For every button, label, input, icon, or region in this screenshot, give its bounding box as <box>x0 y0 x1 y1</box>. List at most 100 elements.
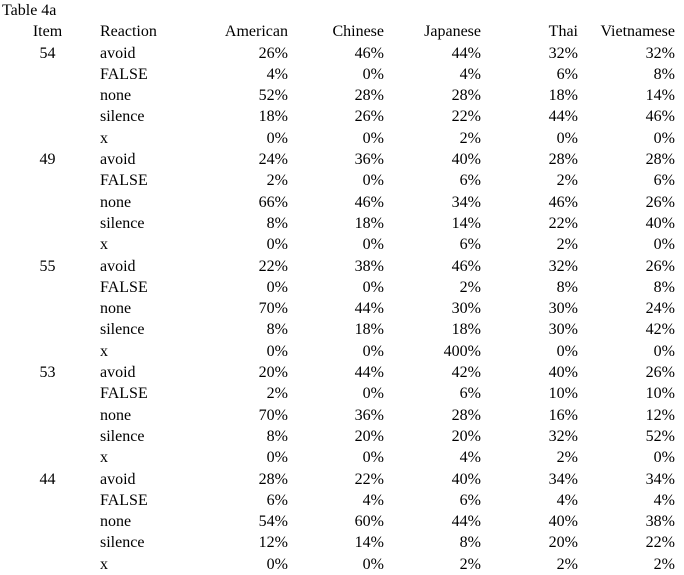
value-cell: 44% <box>354 364 384 382</box>
value-cell: 2% <box>459 129 481 147</box>
value-cell: 12% <box>645 406 675 424</box>
value-cell: 0% <box>266 129 288 147</box>
value-cell: 18% <box>451 321 481 339</box>
value-cell: 0% <box>266 236 288 254</box>
value-cell: 28% <box>451 406 481 424</box>
reaction-cell: avoid <box>100 257 136 275</box>
reaction-cell: none <box>100 193 132 211</box>
value-cell: 0% <box>653 129 675 147</box>
value-cell: 24% <box>258 151 288 169</box>
item-cell <box>0 277 95 298</box>
item-cell <box>0 192 95 213</box>
table-row: 54 avoid 26% 46% 44% 32% 32% <box>0 43 677 64</box>
value-cell: 36% <box>354 151 384 169</box>
item-cell <box>0 490 95 511</box>
table-row: FALSE 0% 0% 2% 8% 8% <box>0 277 677 298</box>
reaction-cell: none <box>100 300 132 318</box>
item-cell: 44 <box>39 470 56 488</box>
value-cell: 22% <box>258 257 288 275</box>
table-row: FALSE 2% 0% 6% 10% 10% <box>0 383 677 404</box>
reaction-cell: avoid <box>100 364 136 382</box>
reaction-cell: none <box>100 513 132 531</box>
value-cell: 28% <box>451 87 481 105</box>
col-header-thai: Thai <box>548 23 578 41</box>
value-cell: 46% <box>548 193 578 211</box>
value-cell: 52% <box>258 87 288 105</box>
value-cell: 42% <box>645 321 675 339</box>
item-cell <box>0 319 95 340</box>
value-cell: 0% <box>362 236 384 254</box>
value-cell: 0% <box>362 555 384 573</box>
reaction-cell: none <box>100 87 132 105</box>
table-row: none 70% 44% 30% 30% 24% <box>0 298 677 319</box>
value-cell: 0% <box>266 449 288 467</box>
value-cell: 32% <box>548 257 578 275</box>
table-row: 55 avoid 22% 38% 46% 32% 26% <box>0 256 677 277</box>
value-cell: 16% <box>548 406 578 424</box>
value-cell: 28% <box>258 470 288 488</box>
reaction-cell: avoid <box>100 44 136 62</box>
table-row: silence 12% 14% 8% 20% 22% <box>0 532 677 553</box>
value-cell: 40% <box>451 470 481 488</box>
item-cell <box>0 554 95 575</box>
item-cell <box>0 426 95 447</box>
value-cell: 30% <box>548 300 578 318</box>
table-row: 44 avoid 28% 22% 40% 34% 34% <box>0 469 677 490</box>
value-cell: 22% <box>451 108 481 126</box>
table-row: x 0% 0% 4% 2% 0% <box>0 447 677 468</box>
value-cell: 34% <box>548 470 578 488</box>
value-cell: 6% <box>459 491 481 509</box>
value-cell: 46% <box>354 193 384 211</box>
value-cell: 0% <box>653 449 675 467</box>
reaction-cell: x <box>100 342 108 360</box>
value-cell: 14% <box>354 534 384 552</box>
value-cell: 8% <box>266 427 288 445</box>
item-cell <box>0 170 95 191</box>
value-cell: 18% <box>354 321 384 339</box>
value-cell: 40% <box>645 214 675 232</box>
item-cell <box>0 298 95 319</box>
table-row: x 0% 0% 6% 2% 0% <box>0 234 677 255</box>
value-cell: 22% <box>548 214 578 232</box>
value-cell: 14% <box>645 87 675 105</box>
item-cell <box>0 234 95 255</box>
value-cell: 46% <box>645 108 675 126</box>
value-cell: 6% <box>459 236 481 254</box>
value-cell: 30% <box>548 321 578 339</box>
item-cell: 55 <box>39 257 56 275</box>
value-cell: 8% <box>266 214 288 232</box>
value-cell: 30% <box>451 300 481 318</box>
item-cell: 49 <box>39 151 56 169</box>
value-cell: 28% <box>354 87 384 105</box>
value-cell: 0% <box>362 449 384 467</box>
table-row: none 70% 36% 28% 16% 12% <box>0 405 677 426</box>
value-cell: 4% <box>653 491 675 509</box>
reaction-cell: avoid <box>100 470 136 488</box>
value-cell: 32% <box>548 44 578 62</box>
value-cell: 70% <box>258 300 288 318</box>
value-cell: 20% <box>451 427 481 445</box>
value-cell: 10% <box>645 385 675 403</box>
value-cell: 4% <box>459 65 481 83</box>
item-cell: 54 <box>39 44 56 62</box>
table-row: silence 8% 18% 14% 22% 40% <box>0 213 677 234</box>
value-cell: 46% <box>354 44 384 62</box>
table-row: none 52% 28% 28% 18% 14% <box>0 85 677 106</box>
table-row: silence 8% 20% 20% 32% 52% <box>0 426 677 447</box>
reaction-cell: avoid <box>100 151 136 169</box>
value-cell: 6% <box>266 491 288 509</box>
reaction-cell: x <box>100 555 108 573</box>
value-cell: 22% <box>645 534 675 552</box>
value-cell: 0% <box>266 342 288 360</box>
table-row: FALSE 6% 4% 6% 4% 4% <box>0 490 677 511</box>
reaction-cell: silence <box>100 534 145 552</box>
value-cell: 0% <box>362 342 384 360</box>
reaction-cell: x <box>100 449 108 467</box>
value-cell: 12% <box>258 534 288 552</box>
value-cell: 32% <box>645 44 675 62</box>
reaction-cell: silence <box>100 321 145 339</box>
value-cell: 26% <box>645 193 675 211</box>
value-cell: 20% <box>548 534 578 552</box>
value-cell: 22% <box>354 470 384 488</box>
table-row: x 0% 0% 2% 0% 0% <box>0 128 677 149</box>
